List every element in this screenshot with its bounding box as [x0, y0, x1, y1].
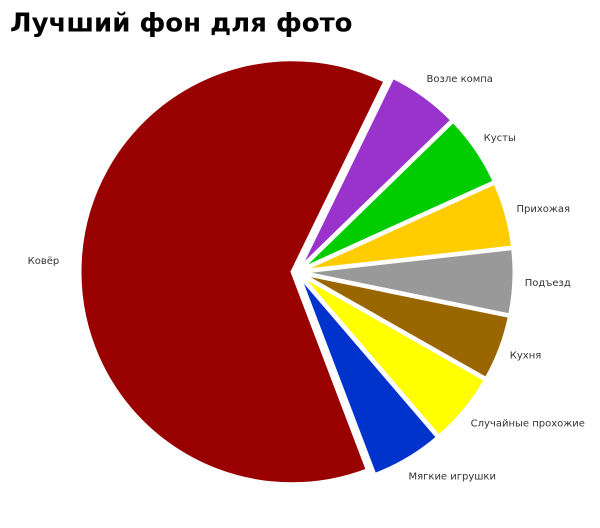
chart-title: Лучший фон для фото — [10, 9, 353, 39]
pie-slice — [300, 119, 497, 271]
slice-label: Случайные прохожие — [471, 418, 585, 429]
pie-slice — [301, 181, 515, 273]
slice-label: Кусты — [484, 133, 516, 144]
pie-slice — [298, 275, 440, 477]
pie-slice — [300, 272, 512, 381]
pie-slice — [298, 75, 455, 270]
slice-label: Мягкие игрушки — [409, 472, 496, 483]
pie-slice — [301, 246, 516, 317]
slice-label: Кухня — [510, 351, 542, 362]
slice-label: Подъезд — [525, 278, 571, 289]
pie-slice — [78, 58, 387, 486]
pie-slice — [299, 273, 488, 439]
slice-label: Ковёр — [28, 256, 60, 267]
slice-label: Прихожая — [516, 204, 570, 215]
slice-label: Возле компа — [427, 74, 493, 85]
